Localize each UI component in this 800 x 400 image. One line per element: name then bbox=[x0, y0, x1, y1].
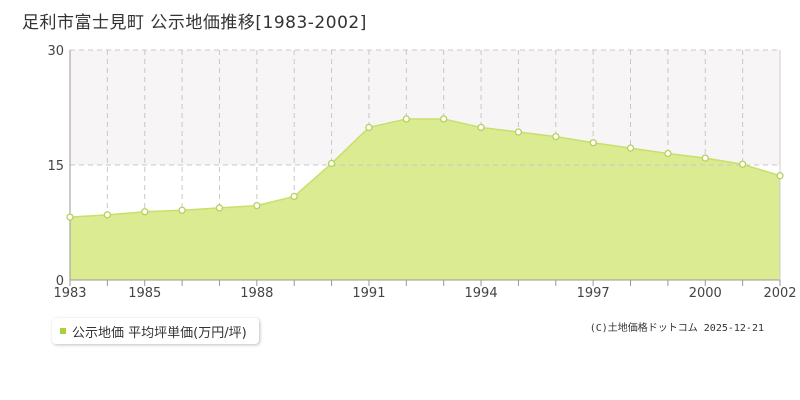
copyright-text: (C)土地価格ドットコム 2025-12-21 bbox=[589, 323, 764, 334]
data-point bbox=[440, 115, 448, 123]
x-tick-label: 1985 bbox=[128, 286, 161, 301]
data-point bbox=[365, 123, 373, 132]
y-tick-label: 0 bbox=[56, 274, 64, 289]
data-point bbox=[402, 115, 410, 123]
x-tick-label: 1997 bbox=[577, 286, 610, 301]
data-point bbox=[776, 172, 784, 180]
y-tick-label: 15 bbox=[47, 159, 64, 174]
data-point bbox=[589, 139, 597, 147]
x-tick-label: 1991 bbox=[352, 286, 385, 301]
data-point bbox=[552, 132, 560, 141]
series-area bbox=[70, 119, 780, 280]
data-point bbox=[103, 211, 112, 219]
data-point bbox=[66, 213, 74, 221]
data-point bbox=[327, 159, 336, 168]
data-point bbox=[626, 144, 635, 152]
y-tick-label: 30 bbox=[47, 44, 64, 59]
data-point bbox=[253, 201, 261, 210]
x-tick-label: 1994 bbox=[465, 286, 498, 301]
data-point bbox=[664, 149, 672, 158]
series-line bbox=[69, 118, 781, 218]
chart-title: 足利市富士見町 公示地価推移[1983-2002] bbox=[22, 13, 367, 33]
data-point bbox=[178, 206, 186, 214]
legend-swatch bbox=[60, 328, 66, 334]
data-point bbox=[290, 192, 298, 201]
x-tick-label: 1988 bbox=[240, 286, 273, 301]
x-tick-label: 2002 bbox=[763, 286, 796, 301]
legend-label: 公示地価 平均坪単価(万円/坪) bbox=[72, 325, 247, 341]
data-point bbox=[477, 123, 485, 132]
data-point bbox=[141, 208, 149, 216]
data-point bbox=[701, 154, 709, 162]
x-tick-label: 1983 bbox=[53, 286, 86, 301]
x-tick-label: 2000 bbox=[689, 286, 722, 301]
data-point bbox=[215, 204, 224, 212]
data-point bbox=[738, 160, 747, 168]
data-point bbox=[514, 128, 523, 136]
legend: 公示地価 平均坪単価(万円/坪) bbox=[52, 318, 259, 344]
